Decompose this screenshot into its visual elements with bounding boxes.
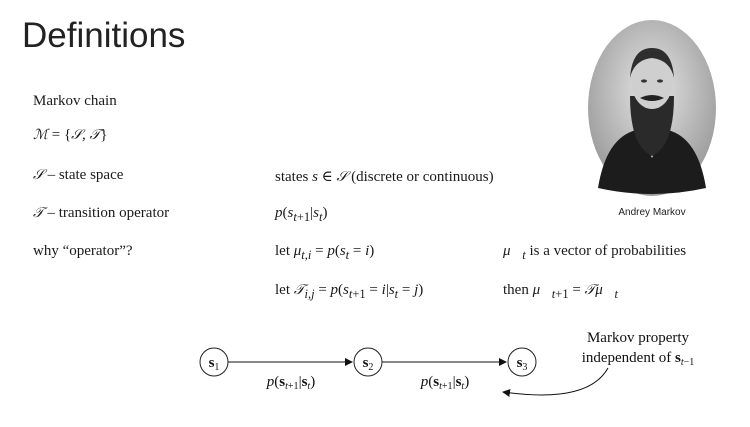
slide-title: Definitions: [22, 16, 186, 55]
portrait-caption: Andrey Markov: [618, 207, 686, 218]
state-node-1: s1: [199, 347, 229, 377]
svg-text:p(st+1|st): p(st+1|st): [420, 374, 469, 392]
state-node-2: s2: [353, 347, 383, 377]
svg-text:s1: s1: [209, 355, 220, 373]
t-matrix-definition: let 𝒯i,j = p(st+1 = i|st = j): [275, 282, 424, 301]
markov-property-label: Markov property: [587, 330, 690, 346]
andrey-markov-portrait: [586, 18, 718, 198]
edge-label-1: p(st+1|st): [266, 374, 315, 392]
independence-label: independent of st−1: [582, 350, 695, 368]
transition-probability: p(st+1|st): [275, 205, 328, 224]
svg-text:s2: s2: [363, 355, 374, 373]
why-operator-question: why “operator”?: [33, 243, 133, 259]
mu-update-equation: then μ⃗t+1 = 𝒯μ⃗t: [503, 282, 618, 301]
markov-chain-definition: ℳ = {𝒮, 𝒯}: [33, 127, 108, 143]
markov-chain-label: Markov chain: [33, 93, 117, 109]
annotation-arrow: [502, 367, 609, 397]
state-node-3: s3: [507, 347, 537, 377]
mu-definition: let μt,i = p(st = i): [275, 243, 375, 262]
transition-operator-label: 𝒯 – transition operator: [33, 205, 170, 221]
states-description: states s ∈ 𝒮 (discrete or continuous): [275, 169, 494, 185]
state-space-label: 𝒮 – state space: [33, 167, 124, 183]
mu-vector-description: μ⃗t is a vector of probabilities: [503, 243, 687, 262]
markov-chain-diagram: s1 s2 s3 p(st+1|st) p(st+1|st) Markov pr…: [199, 330, 695, 397]
svg-text:p(st+1|st): p(st+1|st): [266, 374, 315, 392]
svg-text:s3: s3: [517, 355, 528, 373]
edge-label-2: p(st+1|st): [420, 374, 469, 392]
